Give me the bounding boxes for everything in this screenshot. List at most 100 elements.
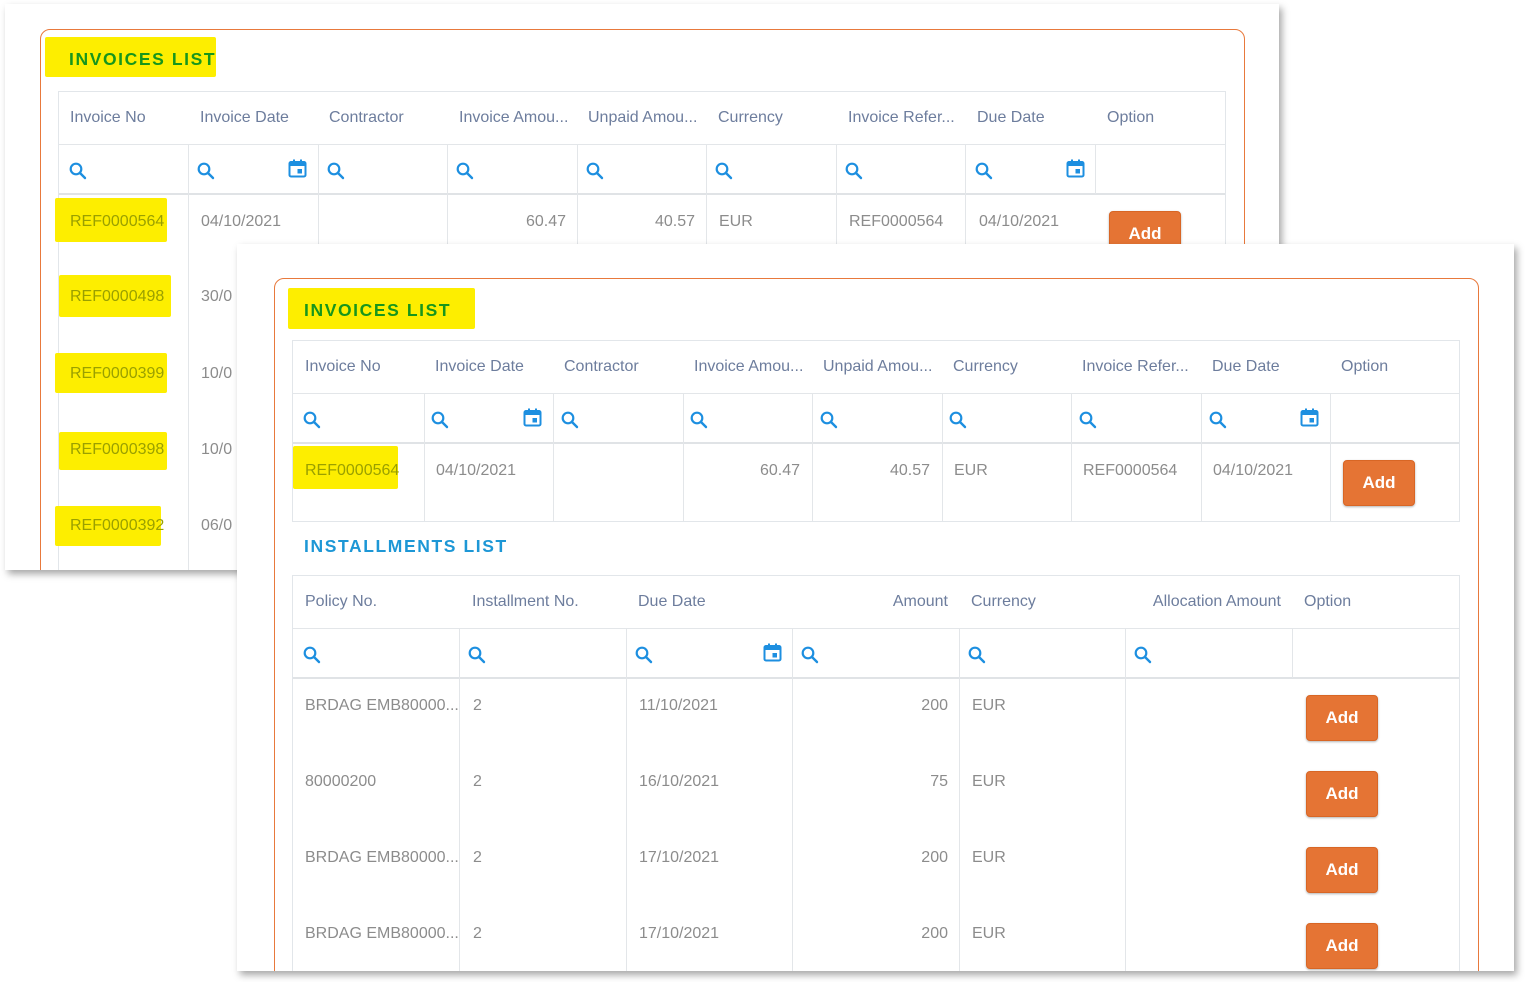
calendar-icon[interactable] <box>288 159 307 178</box>
currency-cell: EUR <box>954 462 988 479</box>
col-header-invoice-no[interactable]: Invoice No <box>305 358 381 375</box>
invoice-date-cell: 10/0 <box>201 365 233 382</box>
due-date-cell: 04/10/2021 <box>979 213 1060 230</box>
search-icon[interactable] <box>456 162 474 180</box>
due-date-cell: 17/10/2021 <box>639 849 720 866</box>
search-icon[interactable] <box>431 411 449 429</box>
col-header-option: Option <box>1341 358 1389 375</box>
search-icon[interactable] <box>468 646 486 664</box>
search-icon[interactable] <box>820 411 838 429</box>
col-header-unpaid-amount[interactable]: Unpaid Amou... <box>823 358 933 375</box>
col-header-invoice-ref[interactable]: Invoice Refer... <box>1082 358 1189 375</box>
invoice-no-cell[interactable]: REF0000399 <box>70 365 165 382</box>
invoice-no-cell[interactable]: REF0000392 <box>70 517 165 534</box>
installment-no-cell: 2 <box>473 849 482 866</box>
invoice-date-cell: 04/10/2021 <box>201 213 282 230</box>
invoice-no-cell[interactable]: REF0000564 <box>305 462 400 479</box>
col-header-amount[interactable]: Amount <box>892 593 948 610</box>
currency-cell: EUR <box>972 849 1006 866</box>
col-header-allocation-amount[interactable]: Allocation Amount <box>1152 593 1281 610</box>
unpaid-amount-cell: 40.57 <box>889 462 930 479</box>
amount-cell: 200 <box>921 925 948 942</box>
due-date-cell: 16/10/2021 <box>639 773 720 790</box>
add-installment-button[interactable]: Add <box>1306 771 1378 817</box>
col-header-currency[interactable]: Currency <box>971 593 1036 610</box>
due-date-cell: 11/10/2021 <box>639 697 718 714</box>
search-icon[interactable] <box>845 162 863 180</box>
search-icon[interactable] <box>1209 411 1227 429</box>
installment-no-cell: 2 <box>473 773 482 790</box>
search-icon[interactable] <box>561 411 579 429</box>
search-icon[interactable] <box>327 162 345 180</box>
search-icon[interactable] <box>1134 646 1152 664</box>
front-invoices-title: INVOICES LIST <box>304 300 452 320</box>
invoice-no-cell[interactable]: REF0000498 <box>70 288 165 305</box>
col-header-currency[interactable]: Currency <box>953 358 1018 375</box>
search-icon[interactable] <box>801 646 819 664</box>
ref-highlight <box>55 353 167 393</box>
search-icon[interactable] <box>949 411 967 429</box>
invoice-date-cell: 10/0 <box>201 441 233 458</box>
search-icon[interactable] <box>1079 411 1097 429</box>
search-icon[interactable] <box>635 646 653 664</box>
col-header-invoice-ref[interactable]: Invoice Refer... <box>848 109 955 126</box>
col-header-option: Option <box>1304 593 1352 610</box>
col-header-due-date[interactable]: Due Date <box>977 109 1045 126</box>
search-icon[interactable] <box>975 162 993 180</box>
calendar-icon[interactable] <box>1066 159 1085 178</box>
add-invoice-button[interactable]: Add <box>1343 460 1415 506</box>
add-installment-button[interactable]: Add <box>1306 847 1378 893</box>
invoice-amount-cell: 60.47 <box>759 462 800 479</box>
installments-table: Policy No. Installment No. Due Date Amou… <box>292 575 1460 971</box>
invoice-ref-cell: REF0000564 <box>849 213 944 230</box>
col-header-contractor[interactable]: Contractor <box>329 109 404 126</box>
invoice-no-cell[interactable]: REF0000564 <box>70 213 165 230</box>
col-header-invoice-date[interactable]: Invoice Date <box>200 109 289 126</box>
search-icon[interactable] <box>715 162 733 180</box>
amount-cell: 200 <box>921 697 948 714</box>
col-header-invoice-no[interactable]: Invoice No <box>70 109 146 126</box>
col-header-installment-no[interactable]: Installment No. <box>472 593 579 610</box>
installment-no-cell: 2 <box>473 925 482 942</box>
search-icon[interactable] <box>303 646 321 664</box>
unpaid-amount-cell: 40.57 <box>654 213 695 230</box>
policy-no-cell: BRDAG EMB80000... <box>305 849 459 866</box>
invoice-amount-cell: 60.47 <box>525 213 566 230</box>
search-icon[interactable] <box>69 162 87 180</box>
col-header-due-date[interactable]: Due Date <box>638 593 706 610</box>
title-highlight <box>45 37 216 77</box>
col-header-invoice-date[interactable]: Invoice Date <box>435 358 524 375</box>
currency-cell: EUR <box>719 213 753 230</box>
search-icon[interactable] <box>968 646 986 664</box>
policy-no-cell: BRDAG EMB80000... <box>305 925 459 942</box>
col-header-due-date[interactable]: Due Date <box>1212 358 1280 375</box>
ref-highlight <box>55 506 161 546</box>
title-highlight <box>288 288 475 329</box>
search-icon[interactable] <box>197 162 215 180</box>
back-invoices-title: INVOICES LIST <box>69 49 217 69</box>
amount-cell: 200 <box>921 849 948 866</box>
invoice-date-cell: 04/10/2021 <box>436 462 517 479</box>
col-header-policy-no[interactable]: Policy No. <box>305 593 378 610</box>
calendar-icon[interactable] <box>763 643 782 662</box>
col-header-contractor[interactable]: Contractor <box>564 358 639 375</box>
col-header-currency[interactable]: Currency <box>718 109 783 126</box>
installment-no-cell: 2 <box>473 697 482 714</box>
col-header-unpaid-amount[interactable]: Unpaid Amou... <box>588 109 698 126</box>
front-invoices-table: Invoice No Invoice Date Contractor Invoi… <box>292 340 1460 522</box>
amount-cell: 75 <box>930 773 948 790</box>
invoice-no-cell[interactable]: REF0000398 <box>70 441 165 458</box>
currency-cell: EUR <box>972 925 1006 942</box>
col-header-invoice-amount[interactable]: Invoice Amou... <box>459 109 569 126</box>
search-icon[interactable] <box>586 162 604 180</box>
search-icon[interactable] <box>303 411 321 429</box>
add-installment-button[interactable]: Add <box>1306 923 1378 969</box>
col-header-option: Option <box>1107 109 1155 126</box>
installments-title: INSTALLMENTS LIST <box>304 536 508 556</box>
col-header-invoice-amount[interactable]: Invoice Amou... <box>694 358 804 375</box>
add-installment-button[interactable]: Add <box>1306 695 1378 741</box>
calendar-icon[interactable] <box>523 408 542 427</box>
search-icon[interactable] <box>690 411 708 429</box>
calendar-icon[interactable] <box>1300 408 1319 427</box>
due-date-cell: 04/10/2021 <box>1213 462 1294 479</box>
